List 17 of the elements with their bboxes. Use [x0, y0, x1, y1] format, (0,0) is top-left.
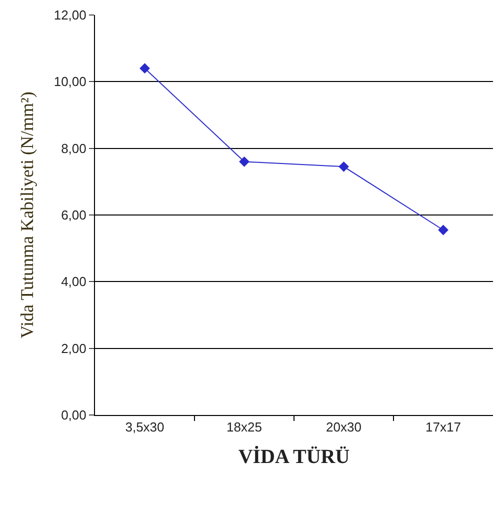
- point: [438, 224, 448, 236]
- x-axis-title: VİDA TÜRÜ: [238, 445, 350, 468]
- y-axis-title: Vida Tutunma Kabiliyeti (N/mm²): [17, 92, 38, 338]
- y-tick-label: 10,00: [54, 74, 86, 90]
- point: [239, 156, 250, 167]
- y-tick-label: 2,00: [61, 340, 86, 356]
- x-tick-label: 3,5x30: [125, 420, 164, 435]
- y-tick-label: 6,00: [61, 208, 86, 223]
- y-tick-label: 8,00: [61, 140, 86, 156]
- y-tick-label: 0,00: [61, 408, 86, 423]
- x-tick-label: 18x25: [226, 420, 262, 435]
- y-tick-label: 4,00: [61, 274, 86, 290]
- point: [140, 63, 150, 74]
- x-tick-label: 20x30: [326, 420, 362, 435]
- y-tick-label: 12,00: [54, 8, 86, 23]
- point: [338, 161, 349, 172]
- x-tick-label: 17x17: [426, 420, 461, 435]
